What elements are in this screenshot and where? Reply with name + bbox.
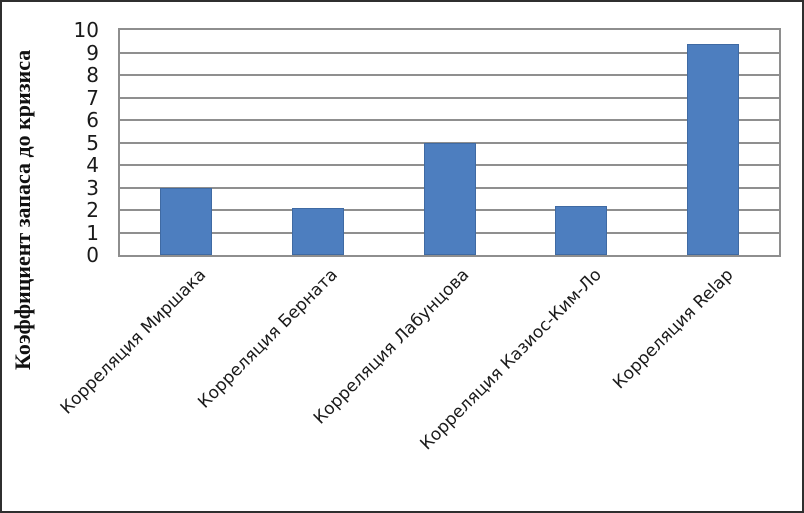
gridline: [120, 74, 779, 76]
plot-area: [118, 28, 781, 257]
y-tick-label: 7: [86, 85, 99, 110]
x-category-label: Корреляция Миршака: [56, 265, 211, 419]
y-tick-label: 1: [86, 220, 99, 245]
x-category-label: Корреляция Берната: [194, 265, 342, 413]
bar-1: [159, 187, 212, 255]
y-tick-label: 8: [86, 63, 99, 87]
gridline: [120, 51, 779, 54]
y-tick-label: 4: [86, 153, 99, 177]
bar-4: [555, 205, 608, 255]
y-tick-label: 10: [73, 18, 99, 42]
bar-2: [291, 207, 344, 255]
bar-5: [687, 43, 740, 255]
gridline: [120, 96, 779, 99]
gridline: [120, 119, 779, 121]
x-category-label: Корреляция Лабунцова: [310, 265, 474, 429]
y-tick-label: 5: [86, 130, 99, 155]
bar-3: [423, 142, 476, 255]
y-axis-title: Коэффициент запаса до кризиса: [10, 49, 35, 370]
y-tick-label: 6: [86, 108, 99, 132]
y-tick-label: 9: [86, 40, 99, 65]
y-tick-label: 0: [86, 243, 99, 267]
x-category-label: Корреляция Relap: [609, 265, 738, 394]
y-tick-label: 3: [86, 175, 99, 200]
y-tick-label: 2: [86, 198, 99, 222]
